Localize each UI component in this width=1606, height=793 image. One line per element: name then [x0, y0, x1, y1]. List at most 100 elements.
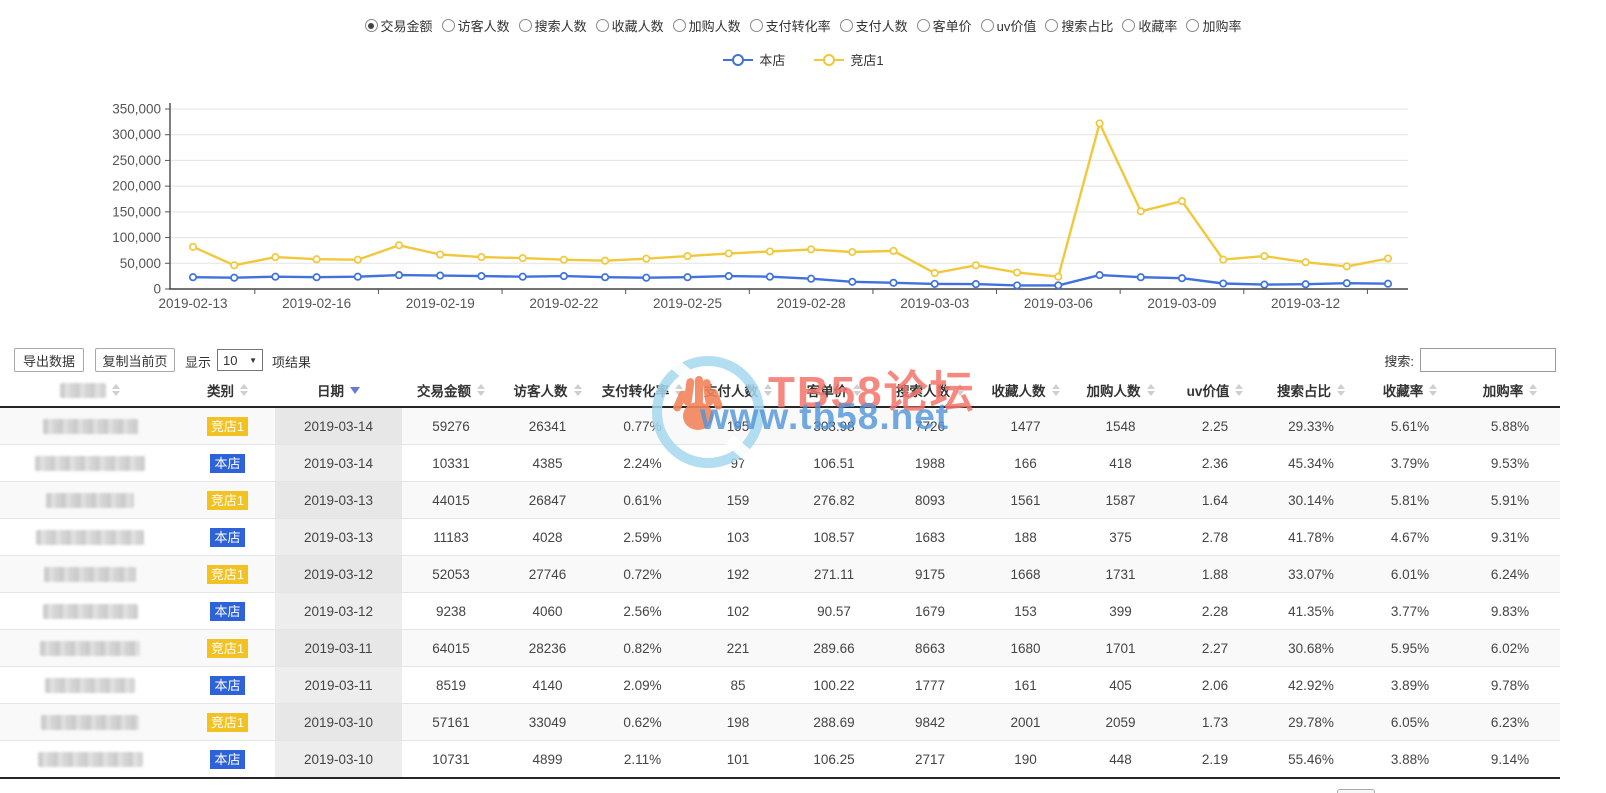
metric-radio-10[interactable]: 收藏率 [1122, 16, 1177, 35]
metric-radio-8[interactable]: uv价值 [980, 16, 1036, 35]
table-row[interactable]: 本店 2019-03-10 10731 4899 2.11% 101 106.25 2717 1… [0, 740, 1560, 779]
cell-shop-name [0, 703, 180, 741]
copy-page-button[interactable]: 复制当前页 [95, 348, 175, 372]
line-chart: 0 50,000 100,000 150,000 200,000 250,000 300,0… [112, 102, 1408, 311]
metric-radio-9[interactable]: 搜索占比 [1045, 16, 1113, 35]
cell-visitor-count: 28236 [500, 629, 595, 667]
metric-radio-3[interactable]: 收藏人数 [595, 16, 664, 35]
table-row[interactable]: 本店 2019-03-14 10331 4385 2.24% 97 106.51 1988 16… [0, 444, 1560, 482]
cell-category: 竞店1 [180, 481, 275, 519]
column-header-cart-add-count[interactable]: 加购人数 [1073, 374, 1168, 408]
radio-icon[interactable] [595, 19, 609, 32]
cell-favorite-rate: 3.89% [1360, 666, 1460, 704]
cell-payment-count: 159 [690, 481, 786, 519]
column-header-payment-count[interactable]: 支付人数 [690, 374, 786, 408]
table-row[interactable]: 竞店1 2019-03-10 57161 33049 0.62% 198 288.69 984… [0, 703, 1560, 741]
radio-icon[interactable] [672, 19, 686, 32]
table-row[interactable]: 本店 2019-03-11 8519 4140 2.09% 85 100.22 1777 161… [0, 666, 1560, 704]
cell-shop-name [0, 444, 180, 482]
cell-search-ratio: 42.92% [1262, 666, 1360, 704]
radio-icon[interactable] [980, 19, 994, 32]
radio-icon[interactable] [518, 19, 532, 32]
cell-avg-order-value: 288.69 [786, 703, 882, 741]
column-header-search-ratio[interactable]: 搜索占比 [1262, 374, 1360, 408]
radio-icon[interactable] [1122, 19, 1136, 32]
metric-radio-4[interactable]: 加购人数 [672, 16, 741, 35]
cell-cart-add-rate: 6.02% [1460, 629, 1560, 667]
table-row[interactable]: 本店 2019-03-13 11183 4028 2.59% 103 108.57 1683 1… [0, 518, 1560, 556]
metric-radio-2[interactable]: 搜索人数 [518, 16, 587, 35]
category-badge: 竞店1 [206, 564, 249, 584]
metric-radio-7[interactable]: 客单价 [916, 16, 972, 35]
cell-search-count: 1777 [882, 666, 978, 704]
table-row[interactable]: 竞店1 2019-03-14 59276 26341 0.77% 195 303.98 772… [0, 407, 1560, 445]
metric-radio-1[interactable]: 访客人数 [441, 16, 510, 35]
column-header-search-count[interactable]: 搜索人数 [882, 374, 978, 408]
table-row[interactable]: 竞店1 2019-03-11 64015 28236 0.82% 221 289.66 866… [0, 629, 1560, 667]
cell-cart-add-rate: 9.14% [1460, 740, 1560, 779]
cell-cart-add-count: 399 [1073, 592, 1168, 630]
svg-text:2019-03-09: 2019-03-09 [1147, 296, 1216, 311]
column-header-date[interactable]: 日期 [275, 374, 402, 408]
cell-favorite-count: 153 [978, 592, 1073, 630]
metric-radio-6[interactable]: 支付人数 [839, 16, 908, 35]
metric-radio-11[interactable]: 加购率 [1186, 16, 1241, 35]
metric-radio-0[interactable]: 交易金额 [364, 16, 433, 35]
cell-cart-add-count: 448 [1073, 740, 1168, 779]
table-row[interactable]: 竞店1 2019-03-13 44015 26847 0.61% 159 276.82 809… [0, 481, 1560, 519]
column-header-transaction-amount[interactable]: 交易金额 [402, 374, 500, 408]
cell-date: 2019-03-14 [275, 407, 402, 445]
cell-transaction-amount: 9238 [402, 592, 500, 630]
cell-category: 竞店1 [180, 407, 275, 445]
page-size-select[interactable]: 10 ▼ [217, 349, 263, 371]
pagination-button-partial[interactable] [1337, 789, 1375, 793]
cell-shop-name [0, 629, 180, 667]
column-header-visitor-count[interactable]: 访客人数 [500, 374, 595, 408]
cell-category: 本店 [180, 740, 275, 779]
table-row[interactable]: 竞店1 2019-03-12 52053 27746 0.72% 192 271.11 917… [0, 555, 1560, 593]
sort-arrows-icon [764, 384, 772, 396]
cell-avg-order-value: 303.98 [786, 407, 882, 445]
cell-cart-add-count: 1731 [1073, 555, 1168, 593]
cell-date: 2019-03-10 [275, 740, 402, 779]
column-header-cart-add-rate[interactable]: 加购率 [1460, 374, 1560, 408]
column-header-avg-order-value[interactable]: 客单价 [786, 374, 882, 408]
cell-cart-add-rate: 9.31% [1460, 518, 1560, 556]
legend-item-1[interactable]: 竞店1 [813, 50, 884, 69]
radio-icon[interactable] [364, 19, 378, 32]
column-header-shop-name[interactable] [0, 374, 180, 408]
column-header-label: uv价值 [1186, 384, 1230, 399]
export-data-button[interactable]: 导出数据 [14, 348, 84, 372]
cell-search-ratio: 41.78% [1262, 518, 1360, 556]
cell-uv-value: 1.88 [1168, 555, 1262, 593]
show-label: 显示 [185, 355, 212, 370]
column-header-favorite-rate[interactable]: 收藏率 [1360, 374, 1460, 408]
metric-radio-label: 收藏率 [1138, 19, 1178, 34]
radio-icon[interactable] [1186, 19, 1200, 32]
cell-cart-add-rate: 9.53% [1460, 444, 1560, 482]
cell-visitor-count: 33049 [500, 703, 595, 741]
metric-radio-5[interactable]: 支付转化率 [749, 16, 831, 35]
radio-icon[interactable] [441, 19, 455, 32]
search-input[interactable] [1420, 348, 1556, 372]
cell-cart-add-rate: 5.88% [1460, 407, 1560, 445]
column-header-favorite-count[interactable]: 收藏人数 [978, 374, 1073, 408]
column-header-category[interactable]: 类别 [180, 374, 275, 408]
radio-icon[interactable] [916, 19, 930, 32]
cell-avg-order-value: 90.57 [786, 592, 882, 630]
cell-cart-add-count: 418 [1073, 444, 1168, 482]
column-header-uv-value[interactable]: uv价值 [1168, 374, 1262, 408]
radio-icon[interactable] [839, 19, 853, 32]
table-row[interactable]: 本店 2019-03-12 9238 4060 2.56% 102 90.57 1679 153… [0, 592, 1560, 630]
legend-item-0[interactable]: 本店 [722, 50, 785, 69]
column-header-payment-conversion-rate[interactable]: 支付转化率 [595, 374, 690, 408]
metric-radio-label: 收藏人数 [611, 19, 664, 34]
blurred-shop-name [42, 418, 138, 434]
radio-icon[interactable] [1045, 19, 1059, 32]
cell-visitor-count: 4385 [500, 444, 595, 482]
cell-favorite-rate: 4.67% [1360, 518, 1460, 556]
radio-icon[interactable] [749, 19, 763, 32]
cell-favorite-rate: 5.95% [1360, 629, 1460, 667]
legend-marker-icon [723, 53, 754, 66]
svg-text:2019-02-28: 2019-02-28 [777, 296, 846, 311]
